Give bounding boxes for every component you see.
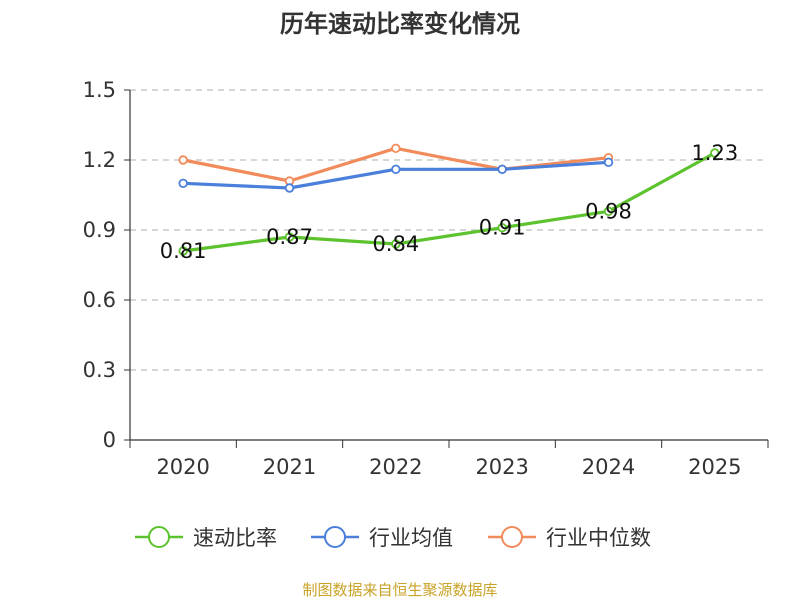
data-label: 0.81	[160, 239, 207, 263]
data-point	[284, 232, 295, 242]
data-point	[178, 178, 188, 189]
legend[interactable]: 速动比率 行业均值 行业中位数	[135, 526, 651, 550]
chart-title: 历年速动比率变化情况	[280, 10, 520, 38]
legend-label: 速动比率	[193, 526, 277, 550]
grid-lines	[130, 89, 768, 371]
data-point	[178, 246, 188, 256]
data-label: 1.23	[691, 141, 738, 165]
legend-marker	[148, 526, 170, 548]
x-tick-label: 2020	[156, 455, 209, 479]
x-axis-ticks: 2020 2021 2022 2023 2024 2025	[129, 440, 769, 479]
y-tick-label: 1.5	[83, 78, 116, 102]
data-point	[178, 155, 188, 165]
data-labels: 0.81 0.87 0.84 0.91 0.98 1.23	[160, 141, 738, 263]
data-label: 0.84	[372, 232, 419, 256]
y-tick-label: 1.2	[83, 148, 116, 172]
series-group	[178, 143, 720, 256]
data-point	[284, 183, 295, 193]
x-tick-label: 2024	[582, 455, 635, 479]
y-axis-ticks: 0 0.3 0.6 0.9 1.2 1.5	[83, 78, 130, 452]
legend-marker	[501, 526, 523, 548]
legend-label: 行业均值	[369, 526, 453, 550]
x-tick-label: 2022	[369, 455, 422, 479]
y-tick-label: 0.3	[83, 358, 116, 382]
data-label: 0.91	[479, 216, 526, 240]
data-point	[603, 206, 614, 217]
y-tick-label: 0.9	[83, 218, 116, 242]
data-point	[497, 222, 507, 233]
x-tick-label: 2025	[688, 455, 741, 479]
data-point	[497, 164, 507, 175]
data-label: 0.87	[266, 225, 313, 249]
data-point	[391, 143, 401, 154]
data-point	[391, 164, 401, 175]
legend-item[interactable]: 行业均值	[311, 526, 453, 550]
series-line	[182, 151, 716, 253]
data-point	[391, 239, 401, 249]
axes	[129, 90, 768, 441]
data-point	[603, 157, 614, 168]
x-tick-label: 2023	[475, 455, 528, 479]
source-note: 制图数据来自恒生聚源数据库	[302, 581, 497, 599]
x-tick-label: 2021	[263, 455, 316, 479]
legend-item[interactable]: 速动比率	[135, 526, 277, 550]
legend-item[interactable]: 行业中位数	[488, 526, 651, 550]
y-tick-label: 0.6	[83, 288, 116, 312]
y-tick-label: 0	[103, 428, 116, 452]
data-point	[710, 148, 720, 158]
legend-label: 行业中位数	[546, 526, 651, 550]
legend-marker	[324, 526, 346, 548]
data-label: 0.98	[585, 199, 632, 223]
